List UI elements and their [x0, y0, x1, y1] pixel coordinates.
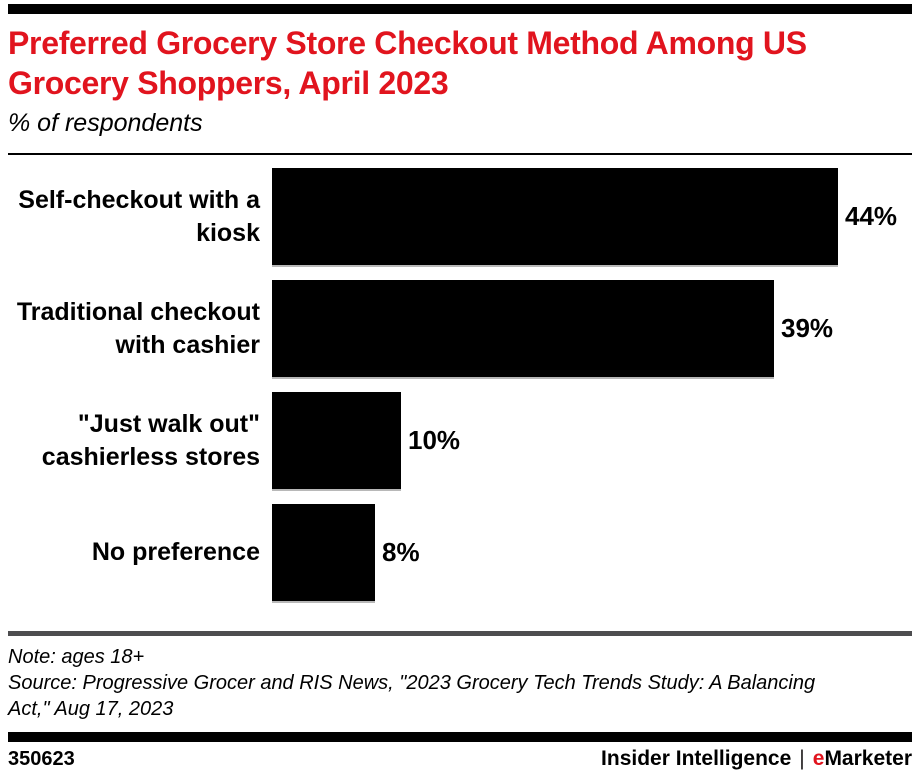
chart-row: Self-checkout with a kiosk 44% [8, 168, 912, 265]
category-label: "Just walk out" cashierless stores [41, 409, 260, 471]
value-label: 10% [408, 425, 461, 455]
bar-chart: Self-checkout with a kiosk 44% Tradition… [8, 168, 912, 601]
brand-emarketer-rest: Marketer [824, 747, 912, 770]
source-line: Source: Progressive Grocer and RIS News,… [8, 672, 816, 720]
bar [272, 168, 838, 265]
chart-row: "Just walk out" cashierless stores 10% [8, 392, 912, 489]
brand-insider-intelligence: Insider Intelligence [601, 747, 792, 770]
bar [272, 504, 375, 601]
header-divider [8, 153, 912, 155]
bar-area: 44% [272, 168, 912, 265]
category-label: No preference [91, 538, 260, 566]
footnote-divider [8, 631, 912, 636]
brand-emarketer-e: e [812, 747, 825, 770]
chart-card: Preferred Grocery Store Checkout Method … [0, 4, 920, 780]
chart-header: Preferred Grocery Store Checkout Method … [8, 23, 912, 140]
bar [272, 392, 401, 489]
footer-rule [8, 732, 912, 742]
footnotes: Note: ages 18+ Source: Progressive Groce… [8, 644, 853, 722]
bar-area: 8% [272, 504, 912, 601]
bar-area: 10% [272, 392, 912, 489]
value-label: 8% [382, 537, 420, 567]
bar [272, 280, 774, 377]
chart-subtitle: % of respondents [8, 109, 203, 137]
value-label: 39% [781, 313, 834, 343]
bar-area: 39% [272, 280, 912, 377]
value-label: 44% [845, 201, 898, 231]
chart-row: Traditional checkout with cashier 39% [8, 280, 912, 377]
chart-title: Preferred Grocery Store Checkout Method … [8, 25, 807, 101]
category-label: Traditional checkout with cashier [16, 297, 260, 359]
footer: 350623 Insider Intelligence | eMarketer [8, 747, 912, 771]
top-rule [8, 4, 912, 14]
brand-separator: | [799, 747, 805, 770]
note-line: Note: ages 18+ [8, 646, 145, 668]
category-label: Self-checkout with a kiosk [18, 185, 260, 247]
chart-id: 350623 [8, 747, 75, 770]
brand-lockup: Insider Intelligence | eMarketer [601, 747, 912, 771]
chart-row: No preference 8% [8, 504, 912, 601]
